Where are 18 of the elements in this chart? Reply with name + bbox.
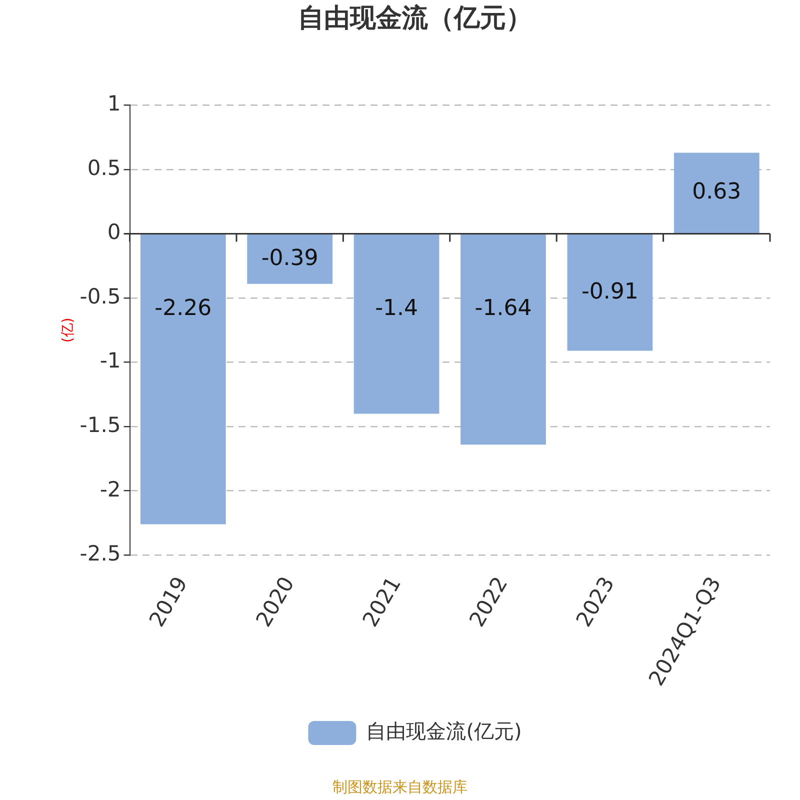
y-tick-label: 1 <box>107 92 121 116</box>
y-axis-title: (亿) <box>60 318 76 343</box>
data-label: -2.26 <box>154 296 212 322</box>
y-tick-label: 0 <box>107 220 121 244</box>
y-tick-label: -2 <box>100 477 121 502</box>
data-label: -0.91 <box>581 279 638 304</box>
y-tick-label: 0.5 <box>87 156 121 180</box>
data-label: -1.4 <box>375 296 418 322</box>
data-label: -1.64 <box>474 296 532 322</box>
text: 制图数据来自数据库 <box>332 778 468 796</box>
y-tick-label: -1 <box>100 348 121 373</box>
y-tick-label: -2.5 <box>80 542 121 566</box>
y-tick-label: -0.5 <box>80 284 121 308</box>
data-label: 0.63 <box>692 180 742 205</box>
data-label: -0.39 <box>261 246 318 271</box>
y-tick-label: -1.5 <box>80 413 121 438</box>
chart-title: 自由现金流（亿元） <box>298 3 532 34</box>
legend-label: 自由现金流(亿元) <box>366 719 522 744</box>
